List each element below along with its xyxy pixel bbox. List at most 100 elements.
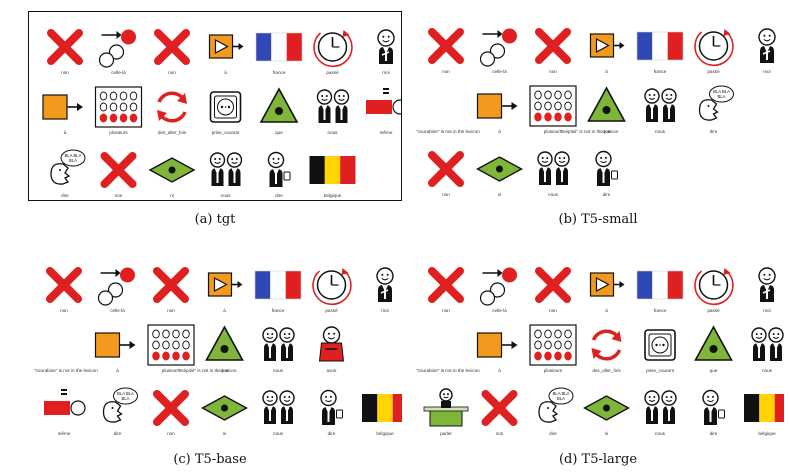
pictogram-label: non (167, 308, 175, 313)
pictogram-label: dire (114, 431, 122, 436)
pictogram-label: plusieurs (162, 368, 181, 373)
pictogram-label: prise_courant (212, 130, 241, 135)
two-people-icon (751, 327, 784, 361)
person-icon (758, 28, 776, 63)
pictogram-label: à (223, 308, 226, 313)
dots-arrow-icon (479, 28, 517, 67)
pictogram-grid-t5-small: non celle-là non à france passé moi à plusi… (416, 28, 776, 197)
pictogram-label: non (442, 69, 450, 74)
dots-grid-icon (529, 85, 577, 127)
pictogram-label: non (115, 193, 123, 198)
lexicon-note: "courabine" is not in the lexicon (34, 368, 98, 373)
pictogram-label: plusieurs (109, 130, 128, 135)
panel-t5-large: non celle-là non à france passé moi à plusi… (410, 250, 784, 440)
person-icon (376, 267, 394, 302)
dots-arrow-icon (98, 29, 136, 68)
pictogram-label: non (496, 431, 504, 436)
play-arrow-icon (207, 272, 243, 297)
pictogram-label: dire (710, 431, 718, 436)
flag-france-icon (636, 270, 684, 300)
red-x-icon (428, 151, 464, 187)
pictogram-label: passé (326, 70, 339, 75)
pictogram-label: dire (549, 431, 557, 436)
caption-t5-large: (d) T5-large (558, 452, 638, 467)
pictogram-label: dire (61, 193, 69, 198)
orange-square-arrow-icon (94, 332, 136, 358)
pictogram-label: moi (382, 70, 389, 75)
green-triangle-icon (205, 325, 244, 361)
red-x-icon (535, 267, 571, 303)
svg-text:BLA: BLA (718, 94, 726, 99)
flag-france-icon (255, 32, 303, 62)
person-icon (758, 267, 776, 302)
red-x-icon (428, 28, 464, 64)
two-people-icon (644, 88, 677, 122)
green-diamond-icon (583, 395, 630, 421)
pictogram-label: non (167, 431, 175, 436)
dots-grid-icon (529, 324, 577, 366)
person-phone-icon (320, 389, 343, 425)
pictogram-label: france (654, 69, 667, 74)
pictogram-label: dire (328, 431, 336, 436)
pictogram-label: belgique (324, 193, 342, 198)
red-x-icon (428, 267, 464, 303)
pictogram-grid-tgt: non celle-là non à france passé moi à plusi… (42, 29, 401, 198)
pictogram-label: ni (170, 193, 174, 198)
red-x-icon (47, 29, 83, 65)
two-people-icon (537, 151, 570, 185)
pictogram-label: plusieurs (544, 129, 563, 134)
orange-square-arrow-icon (476, 332, 518, 358)
red-person-icon (318, 326, 345, 362)
pictogram-label: avoir (327, 368, 337, 373)
pictogram-label: que (603, 129, 611, 134)
clock-icon (694, 29, 734, 67)
pictogram-label: que (275, 130, 283, 135)
pictogram-label: non (60, 308, 68, 313)
power-outlet-icon (644, 329, 676, 361)
pictogram-label: moi (763, 308, 770, 313)
lexicon-note: "courabine" is not in the lexicon (416, 368, 480, 373)
play-arrow-icon (589, 33, 625, 58)
pictogram-label: parler (440, 431, 452, 436)
pictogram-label: à (116, 368, 119, 373)
pictogram-label: passé (707, 69, 720, 74)
dots-arrow-icon (479, 267, 517, 306)
flag-belgium-icon (362, 394, 402, 422)
green-diamond-icon (201, 395, 248, 421)
red-x-icon (154, 29, 190, 65)
power-outlet-icon (209, 91, 242, 123)
pictogram-label: france (654, 308, 667, 313)
pictogram-grid-t5-base: non celle-là non à france passé moi à plusi… (34, 267, 402, 436)
lexicon-note: "mépitié" is not in the lexicon (560, 129, 619, 134)
pictogram-label: à (224, 70, 227, 75)
person-phone-icon (595, 150, 618, 186)
svg-text:BLA BLA: BLA BLA (117, 391, 134, 396)
pictogram-label: celle-là (492, 69, 507, 74)
red-cycle-icon (157, 91, 187, 123)
flag-belgium-icon (309, 156, 356, 184)
clock-icon (694, 268, 734, 306)
pictogram-label: à (64, 130, 67, 135)
person-phone-icon (702, 389, 725, 425)
clock-icon (313, 30, 353, 68)
pictogram-label: nous (328, 130, 339, 135)
green-triangle-icon (587, 86, 626, 122)
pictogram-label: des_aller_fois (158, 130, 187, 135)
svg-text:BLA: BLA (557, 396, 565, 401)
speaker-podium-icon (423, 388, 469, 427)
play-arrow-icon (589, 272, 625, 297)
pictogram-grid-t5-large: non celle-là non à france passé moi à plusi… (416, 267, 784, 436)
flag-france-icon (254, 270, 302, 300)
red-x-icon (153, 390, 189, 426)
pictogram-label: non (549, 69, 557, 74)
pictogram-label: moi (763, 69, 770, 74)
pictogram-label: à (605, 308, 608, 313)
orange-square-arrow-icon (42, 94, 83, 120)
pictogram-label: belgique (758, 431, 776, 436)
dots-grid-icon (147, 324, 195, 366)
pictogram-label: nous (273, 431, 284, 436)
pictogram-label: nous (655, 129, 666, 134)
